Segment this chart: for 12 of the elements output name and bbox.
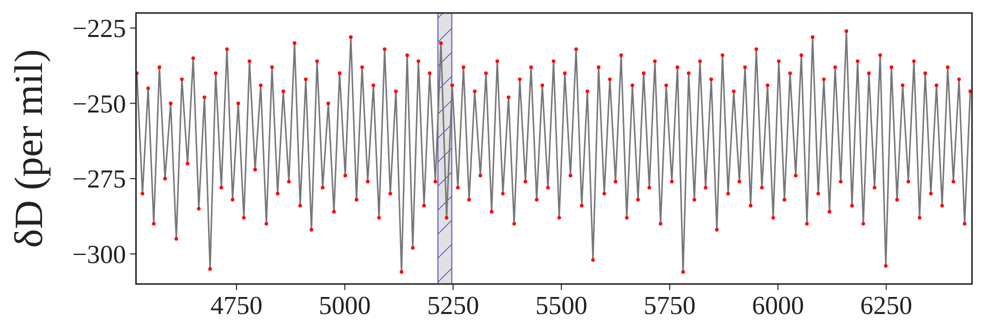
x-tick-label: 6000 bbox=[752, 291, 804, 320]
y-tick-label: −300 bbox=[72, 240, 126, 269]
x-tick-label: 5500 bbox=[535, 291, 588, 320]
y-tick-label: −275 bbox=[72, 164, 126, 194]
x-tick-label: 6250 bbox=[860, 291, 912, 320]
x-tick-label: 4750 bbox=[210, 291, 262, 320]
x-tick-label: 5750 bbox=[644, 291, 696, 320]
y-axis-title: δD (per mil) bbox=[6, 49, 51, 248]
y-tick-label: −250 bbox=[72, 89, 126, 118]
x-tick-label: 5250 bbox=[427, 291, 480, 320]
y-tick-label: −225 bbox=[72, 14, 126, 44]
x-tick-label: 5000 bbox=[318, 291, 371, 320]
